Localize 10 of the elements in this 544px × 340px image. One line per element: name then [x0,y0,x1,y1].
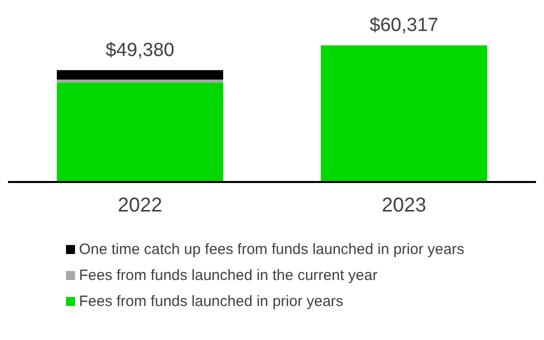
annotation: $49,380 [106,40,174,61]
legend-label: Fees from funds launched in prior years [79,292,344,310]
bar [56,82,224,182]
bar [320,45,488,182]
legend-label: Fees from funds launched in the current year [79,266,378,284]
x-tick-label: 2023 [382,194,426,217]
annotation: $60,317 [370,15,438,36]
bar [56,70,224,80]
x-tick-label: 2022 [118,194,162,217]
legend-label: One time catch up fees from funds launched in prior years [79,240,464,258]
